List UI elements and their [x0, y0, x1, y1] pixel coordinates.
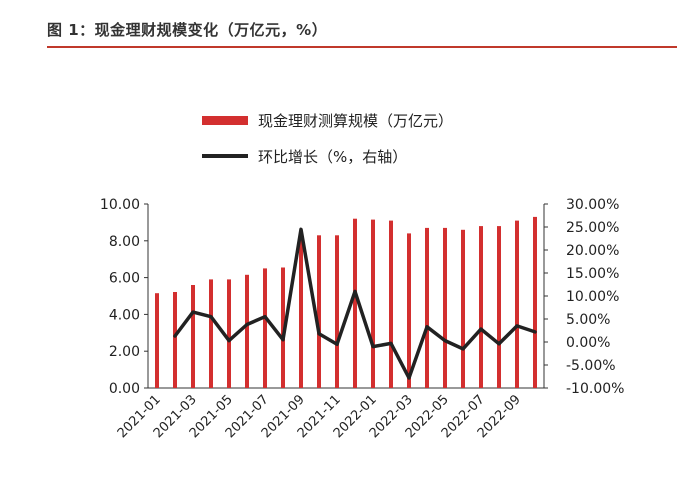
bar-2022-06: [461, 229, 465, 388]
bar-2021-08: [281, 267, 285, 388]
right-tick-label: -10.00%: [566, 381, 624, 397]
figure-title: 图 1：现金理财规模变化（万亿元，%）: [47, 21, 328, 39]
bar-2021-09: [299, 237, 303, 388]
left-tick-label: 0.00: [109, 381, 140, 397]
x-axis-ticks: 2021-012021-032021-052021-072021-092021-…: [115, 392, 524, 441]
right-tick-label: 10.00%: [566, 289, 619, 305]
bar-2022-07: [479, 226, 483, 388]
legend-label-line: 环比增长（%，右轴）: [258, 148, 407, 166]
right-tick-label: 20.00%: [566, 243, 619, 259]
right-tick-label: 0.00%: [566, 335, 610, 351]
bar-2021-05: [227, 279, 231, 388]
right-axis-ticks: -10.00% -5.00% 0.00% 5.00% 10.00% 15.00% 20.00…: [544, 197, 624, 397]
bar-2021-02: [173, 292, 177, 388]
bar-2021-07: [263, 268, 267, 388]
bar-2022-01: [371, 219, 375, 388]
bar-2021-11: [335, 235, 339, 388]
axes: [147, 204, 545, 389]
line-series: [173, 227, 537, 380]
bar-2022-09: [515, 220, 519, 388]
bar-2021-12: [353, 218, 357, 388]
bar-2022-10: [533, 216, 537, 388]
bar-2021-04: [209, 279, 213, 388]
right-tick-label: 30.00%: [566, 197, 619, 213]
bar-2022-03: [407, 233, 411, 388]
left-tick-label: 2.00: [109, 344, 140, 360]
legend-label-bar: 现金理财测算规模（万亿元）: [258, 112, 453, 130]
bar-2021-06: [245, 274, 249, 388]
bar-2022-02: [389, 220, 393, 388]
bar-2021-10: [317, 235, 321, 388]
legend: 现金理财测算规模（万亿元） 环比增长（%，右轴）: [202, 112, 453, 166]
right-tick-label: 5.00%: [566, 312, 610, 328]
left-axis-ticks: 0.00 2.00 4.00 6.00 8.00 10.00: [100, 197, 148, 397]
left-tick-label: 8.00: [109, 234, 140, 250]
title-divider: [47, 46, 677, 48]
bar-series: [155, 216, 537, 388]
bar-2022-08: [497, 226, 501, 388]
bar-2022-05: [443, 227, 447, 388]
bar-2021-01: [155, 293, 159, 388]
bar-2021-03: [191, 285, 195, 388]
legend-swatch-bar: [202, 116, 248, 125]
bar-2022-04: [425, 227, 429, 388]
right-tick-label: 15.00%: [566, 266, 619, 282]
line-path: [173, 227, 537, 380]
left-tick-label: 6.00: [109, 271, 140, 287]
left-tick-label: 4.00: [109, 307, 140, 323]
right-tick-label: 25.00%: [566, 220, 619, 236]
left-tick-label: 10.00: [100, 197, 140, 213]
right-tick-label: -5.00%: [566, 358, 616, 374]
